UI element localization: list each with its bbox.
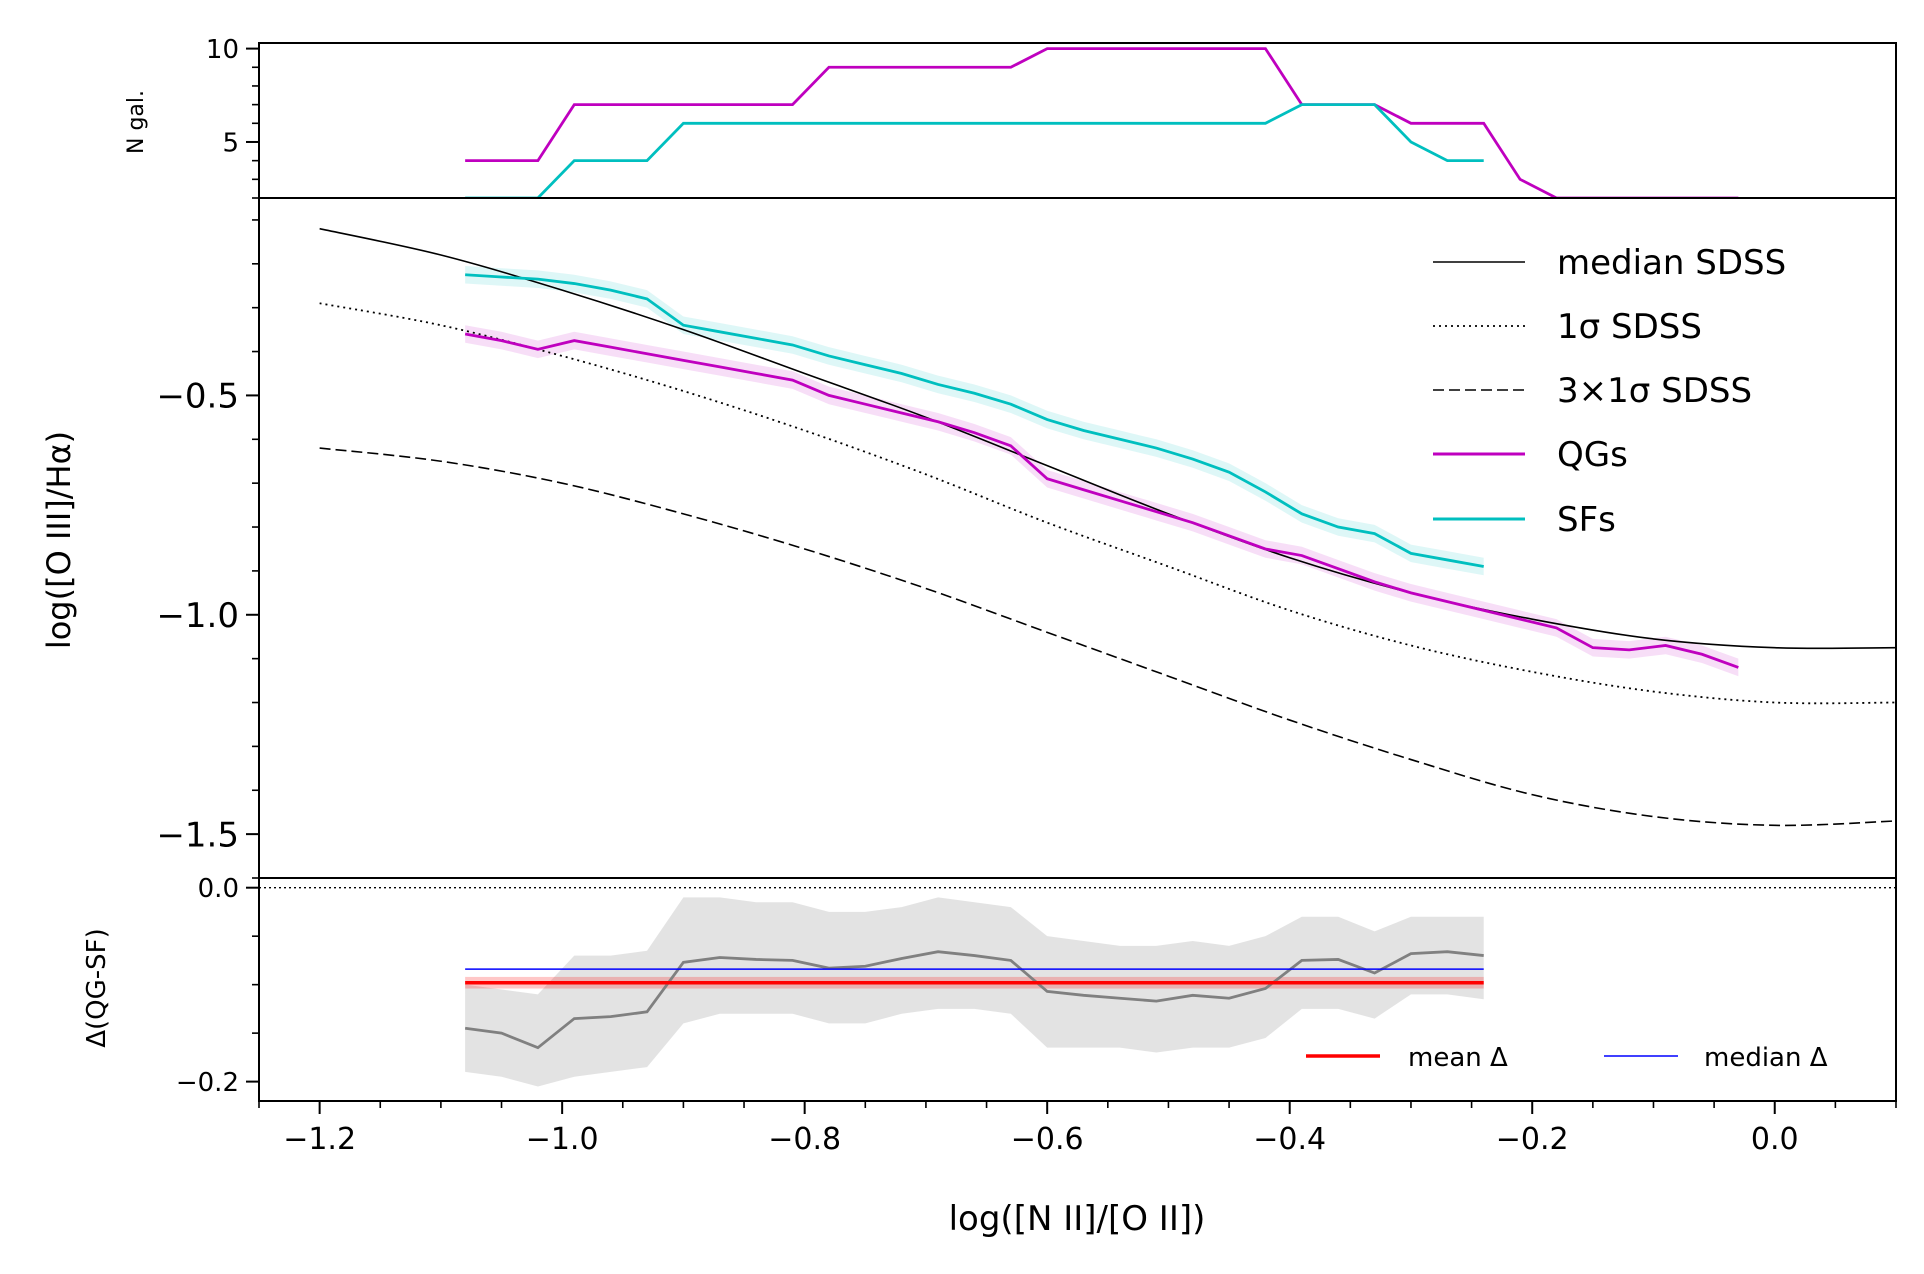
legend-label-median-delta: median Δ bbox=[1704, 1043, 1828, 1073]
main-y-axis: −1.5 −1.0 −0.5 bbox=[156, 219, 259, 879]
xtick-label-0-0: 0.0 bbox=[1751, 1122, 1799, 1157]
xtick-label-1-0: −1.0 bbox=[526, 1122, 599, 1157]
bottom-legend: mean Δ median Δ bbox=[1306, 1043, 1828, 1073]
xtick-label-0-2: −0.2 bbox=[1496, 1122, 1569, 1157]
legend-label-qgs: QGs bbox=[1557, 435, 1628, 475]
main-ytick-label-0-5: −0.5 bbox=[156, 377, 239, 417]
main-ytick-label-1-0: −1.0 bbox=[156, 596, 239, 636]
top-ytick-label-5: 5 bbox=[222, 128, 239, 158]
xtick-label-0-8: −0.8 bbox=[768, 1122, 841, 1157]
bottom-series-delta bbox=[464, 950, 1484, 1050]
legend-label-median-sdss: median SDSS bbox=[1557, 243, 1786, 283]
xtick-label-0-4: −0.4 bbox=[1253, 1122, 1326, 1157]
main-band-sfs bbox=[465, 266, 1484, 576]
main-y-axis-label: log([O III]/Hα) bbox=[40, 431, 78, 649]
xtick-label-1-2: −1.2 bbox=[283, 1122, 356, 1157]
main-legend: median SDSS 1σ SDSS 3×1σ SDSS QGs SFs bbox=[1433, 243, 1786, 540]
top-ytick-label-10: 10 bbox=[206, 35, 239, 65]
bottom-band-delta bbox=[465, 897, 1484, 1087]
main-series-sfs bbox=[465, 273, 1484, 568]
legend-label-1sigma-sdss: 1σ SDSS bbox=[1557, 307, 1702, 347]
xtick-label-0-6: −0.6 bbox=[1011, 1122, 1084, 1157]
panel-bottom: −0.2 0.0 −1.2 −1.0 −0.8 −0.6 −0.4 −0.2 0.0 Δ(QG-… bbox=[82, 874, 1897, 1239]
bottom-panel-frame bbox=[258, 877, 1897, 1102]
main-series-median-sdss bbox=[319, 227, 1896, 650]
panel-main: −1.5 −1.0 −0.5 log([O III]/Hα) median SDSS… bbox=[40, 197, 1897, 879]
main-ytick-label-1-5: −1.5 bbox=[156, 815, 239, 855]
x-axis-label: log([N II]/[O II]) bbox=[949, 1199, 1206, 1239]
legend-label-sfs: SFs bbox=[1557, 500, 1616, 540]
main-band-qgs bbox=[465, 325, 1739, 677]
top-y-axis: 5 10 bbox=[206, 35, 259, 199]
bottom-y-axis-label: Δ(QG-SF) bbox=[82, 928, 112, 1048]
top-y-axis-label: N gal. bbox=[124, 90, 149, 154]
legend-label-3x1sigma-sdss: 3×1σ SDSS bbox=[1557, 371, 1752, 411]
top-series-qgs bbox=[465, 47, 1739, 198]
bottom-ytick-label-0-2: −0.2 bbox=[176, 1068, 239, 1098]
legend-label-mean-delta: mean Δ bbox=[1408, 1043, 1508, 1073]
top-plot-area bbox=[465, 47, 1739, 198]
bottom-plot-area bbox=[259, 886, 1896, 1087]
bottom-axes: −0.2 0.0 −1.2 −1.0 −0.8 −0.6 −0.4 −0.2 0.0 bbox=[176, 874, 1897, 1157]
top-series-sfs bbox=[465, 103, 1484, 198]
main-series-3x1sigma-sdss bbox=[319, 447, 1896, 827]
main-plot-area bbox=[319, 227, 1896, 827]
bottom-ytick-label-0-0: 0.0 bbox=[198, 874, 239, 904]
main-series-qgs bbox=[464, 332, 1739, 669]
